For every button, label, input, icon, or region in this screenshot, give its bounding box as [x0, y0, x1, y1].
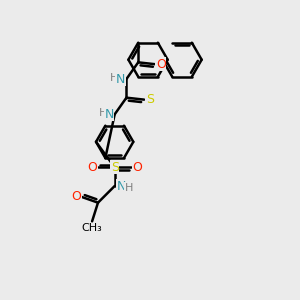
- Text: H: H: [124, 183, 133, 193]
- Text: O: O: [132, 161, 142, 174]
- Text: H: H: [98, 108, 107, 118]
- Text: CH₃: CH₃: [82, 223, 103, 233]
- Text: O: O: [71, 190, 81, 203]
- Text: O: O: [87, 161, 97, 174]
- Text: N: N: [104, 108, 114, 121]
- Text: O: O: [156, 58, 166, 71]
- Text: S: S: [111, 161, 119, 174]
- Text: S: S: [146, 93, 154, 106]
- Text: H: H: [110, 73, 118, 83]
- Text: N: N: [117, 179, 126, 193]
- Text: N: N: [116, 73, 125, 85]
